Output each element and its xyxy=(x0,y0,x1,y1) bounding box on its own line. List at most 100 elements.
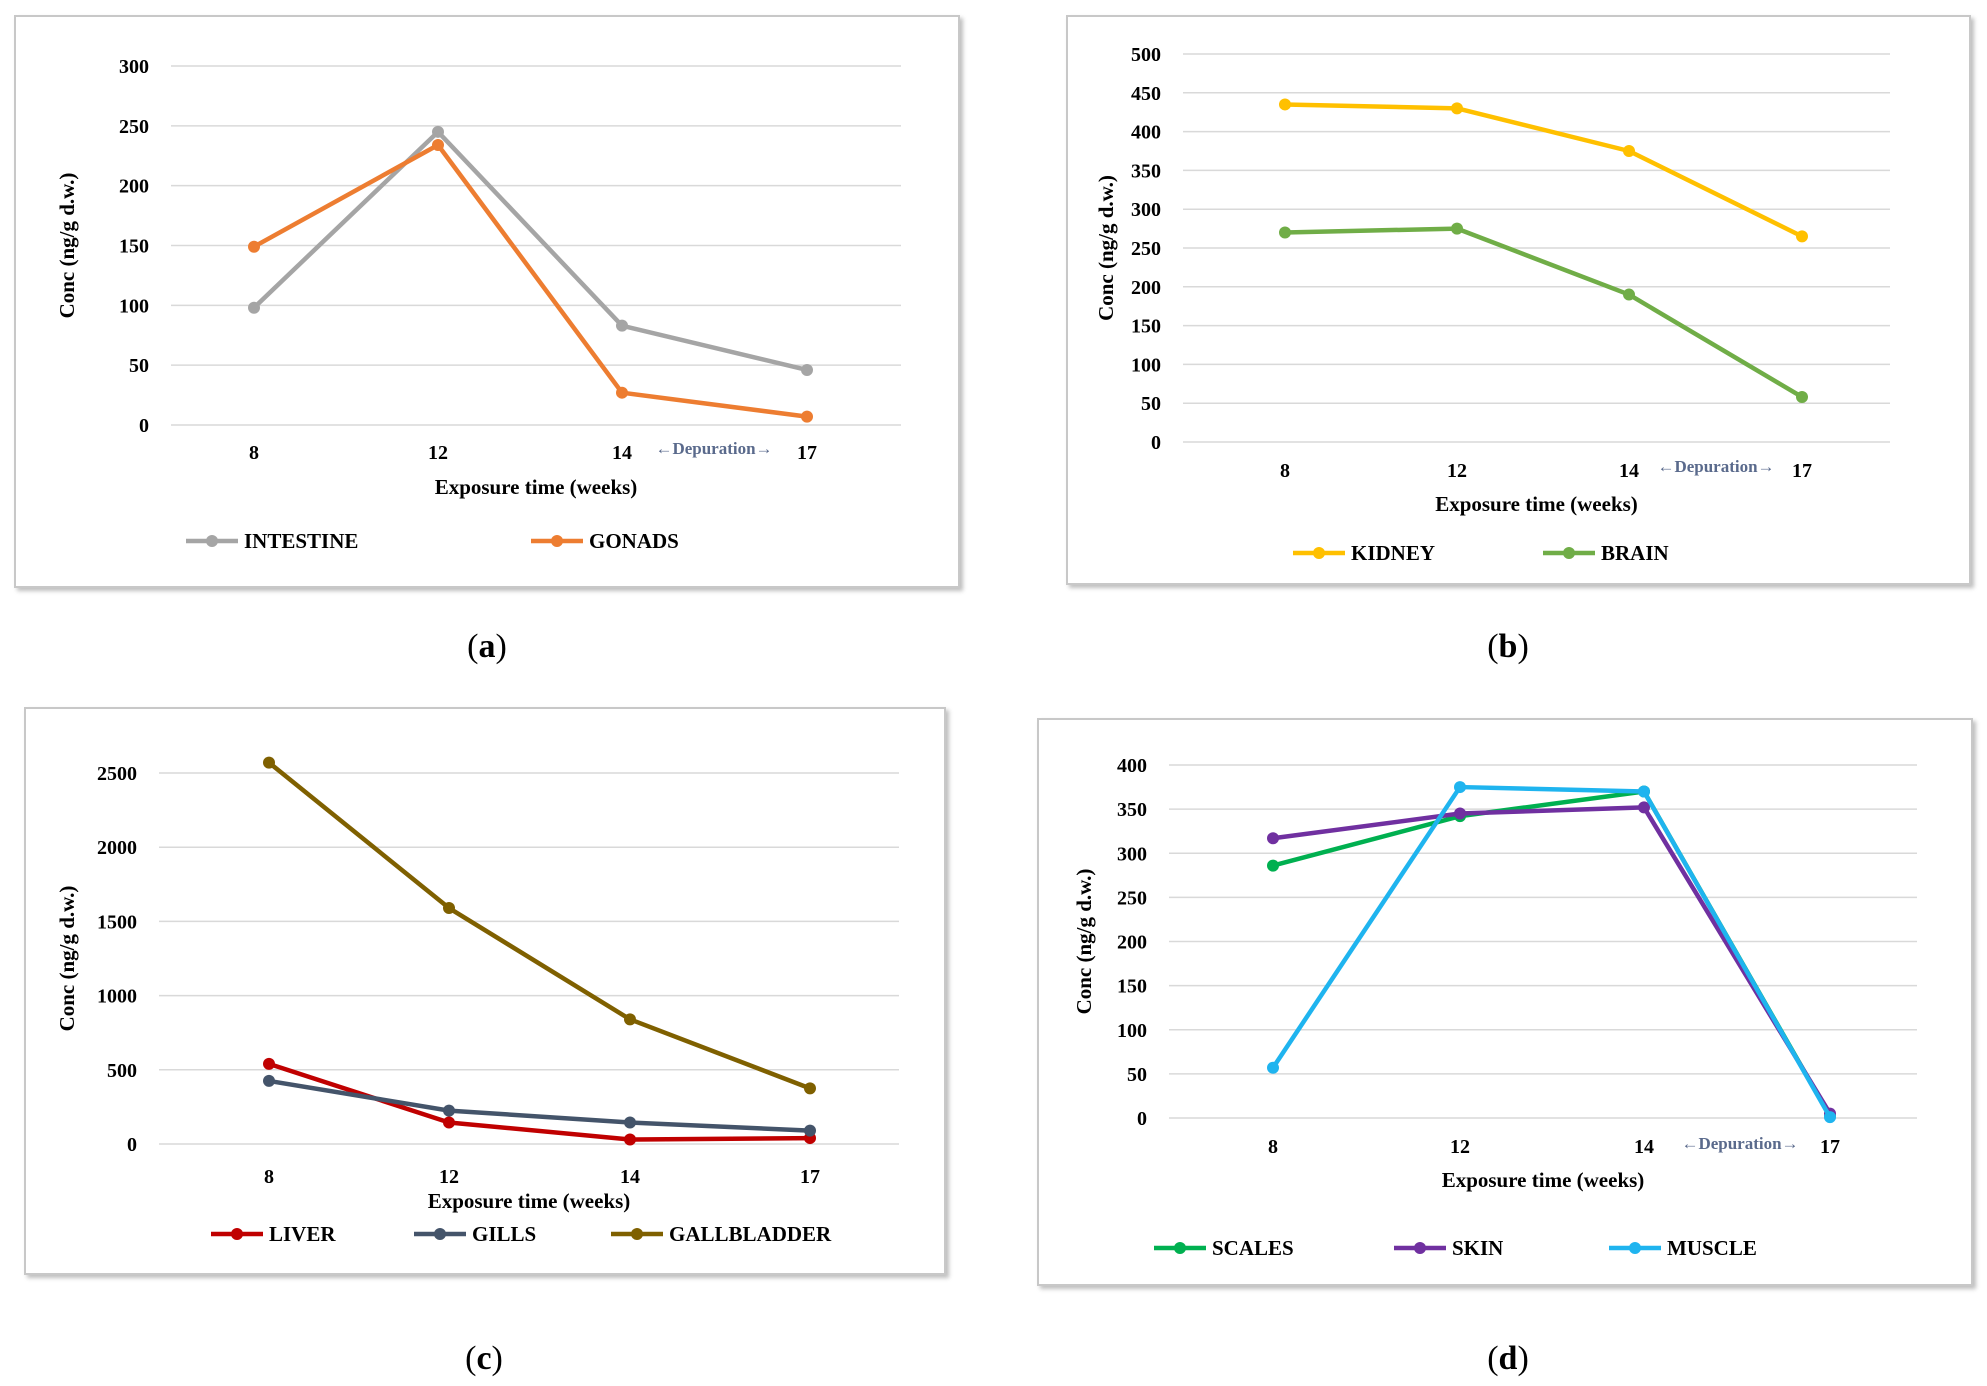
y-tick-label: 450 xyxy=(1131,83,1161,105)
x-tick-label: 14 xyxy=(1619,460,1639,482)
series-line-gills xyxy=(266,1078,813,1133)
chart-panel-a: 0 50 100 150 200 250 300 8 12 14 17 ←Depuration→ Exp… xyxy=(14,15,960,588)
data-point-liver xyxy=(443,1116,455,1129)
x-tick-label: 8 xyxy=(1280,460,1290,482)
chart-b-svg: 0 50 100 150 200 250 300 350 400 450 500 8 12 14 17 ←De… xyxy=(1094,44,1890,565)
legend-label-liver: LIVER xyxy=(269,1222,336,1246)
x-tick-label: 8 xyxy=(249,442,259,464)
y-tick-label: 300 xyxy=(1131,199,1161,221)
depuration-annotation: ←Depuration→ xyxy=(1681,1134,1798,1153)
data-point-skin xyxy=(1267,832,1279,845)
data-point-kidney xyxy=(1279,98,1291,111)
y-tick-label: 150 xyxy=(119,236,149,258)
y-tick-label: 500 xyxy=(107,1060,137,1082)
y-tick-label: 250 xyxy=(1117,887,1147,909)
legend-marker-scales xyxy=(1174,1242,1186,1254)
legend-marker-gills xyxy=(434,1228,446,1240)
data-point-scales xyxy=(1267,859,1279,872)
data-point-brain xyxy=(1279,226,1291,239)
series-line-muscle xyxy=(1270,784,1833,1120)
y-axis-title: Conc (ng/g d.w.) xyxy=(1094,175,1118,321)
y-tick-label: 500 xyxy=(1131,44,1161,66)
legend-marker-intestine xyxy=(206,535,218,547)
x-axis-title: Exposure time (weeks) xyxy=(1442,1168,1645,1192)
data-point-gonads xyxy=(432,138,444,151)
y-tick-label: 100 xyxy=(119,295,149,317)
caption-d: (d) xyxy=(1487,1340,1529,1377)
legend-marker-gonads xyxy=(551,535,563,547)
data-point-muscle xyxy=(1454,781,1466,794)
y-tick-label: 50 xyxy=(129,355,149,377)
legend-marker-gallbladder xyxy=(631,1228,643,1240)
y-tick-label: 350 xyxy=(1117,799,1147,821)
series-line-liver xyxy=(266,1061,813,1142)
chart-panel-d: 0 50 100 150 200 250 300 350 400 8 12 14 17 ←Depurati… xyxy=(1037,718,1973,1286)
legend-label-scales: SCALES xyxy=(1212,1236,1294,1260)
series-line-scales xyxy=(1270,789,1833,1119)
x-tick-label: 12 xyxy=(439,1166,459,1188)
depuration-annotation: ←Depuration→ xyxy=(1657,457,1774,476)
data-point-gallbladder xyxy=(804,1082,816,1095)
legend-label-gills: GILLS xyxy=(472,1222,536,1246)
legend-label-kidney: KIDNEY xyxy=(1351,541,1435,565)
y-tick-label: 300 xyxy=(119,56,149,78)
y-tick-label: 200 xyxy=(119,176,149,198)
y-tick-label: 2000 xyxy=(97,837,137,859)
legend-marker-skin xyxy=(1414,1242,1426,1254)
legend-label-intestine: INTESTINE xyxy=(244,529,358,553)
legend-marker-liver xyxy=(231,1228,243,1240)
data-point-gills xyxy=(624,1116,636,1129)
y-tick-label: 1000 xyxy=(97,986,137,1008)
x-tick-label: 17 xyxy=(1820,1136,1840,1158)
data-point-intestine xyxy=(248,301,260,314)
x-tick-label: 8 xyxy=(1268,1136,1278,1158)
data-point-gallbladder xyxy=(624,1013,636,1026)
x-tick-label: 17 xyxy=(797,442,817,464)
x-tick-label: 14 xyxy=(620,1166,640,1188)
y-tick-label: 200 xyxy=(1131,277,1161,299)
y-tick-label: 200 xyxy=(1117,932,1147,954)
legend-label-gallbladder: GALLBLADDER xyxy=(669,1222,832,1246)
series-line-gonads xyxy=(251,142,810,419)
data-point-intestine xyxy=(432,125,444,138)
y-tick-label: 50 xyxy=(1127,1064,1147,1086)
legend-marker-muscle xyxy=(1629,1242,1641,1254)
data-point-gills xyxy=(263,1074,275,1087)
y-tick-label: 100 xyxy=(1117,1020,1147,1042)
y-tick-label: 300 xyxy=(1117,843,1147,865)
data-point-skin xyxy=(1454,807,1466,820)
y-axis-title: Conc (ng/g d.w.) xyxy=(1072,869,1096,1015)
x-axis-title: Exposure time (weeks) xyxy=(435,475,638,499)
legend-label-gonads: GONADS xyxy=(589,529,679,553)
chart-panel-b: 0 50 100 150 200 250 300 350 400 450 500 8 12 14 17 ←De… xyxy=(1066,15,1971,585)
data-point-brain xyxy=(1623,288,1635,301)
x-tick-label: 12 xyxy=(428,442,448,464)
legend-marker-kidney xyxy=(1313,547,1325,559)
x-tick-label: 12 xyxy=(1447,460,1467,482)
x-axis-title: Exposure time (weeks) xyxy=(428,1189,631,1213)
data-point-muscle xyxy=(1267,1061,1279,1074)
y-tick-label: 150 xyxy=(1117,976,1147,998)
caption-a: (a) xyxy=(467,628,507,665)
data-point-intestine xyxy=(801,363,813,376)
y-tick-label: 0 xyxy=(139,415,149,437)
chart-d-svg: 0 50 100 150 200 250 300 350 400 8 12 14 17 ←Depurati… xyxy=(1072,755,1917,1260)
data-point-gonads xyxy=(616,386,628,399)
data-point-gills xyxy=(804,1124,816,1137)
caption-b: (b) xyxy=(1487,628,1529,665)
series-line-brain xyxy=(1282,226,1805,400)
data-point-gallbladder xyxy=(263,756,275,769)
series-line-gallbladder xyxy=(266,760,813,1091)
data-point-gonads xyxy=(801,410,813,423)
caption-c: (c) xyxy=(465,1340,503,1377)
data-point-gills xyxy=(443,1104,455,1117)
data-point-brain xyxy=(1451,222,1463,235)
chart-c-svg: 0 500 1000 1500 2000 2500 8 12 14 17 Exposure time… xyxy=(55,756,899,1246)
data-point-muscle xyxy=(1638,785,1650,798)
chart-panel-c: 0 500 1000 1500 2000 2500 8 12 14 17 Exposure time… xyxy=(24,707,946,1275)
y-tick-label: 50 xyxy=(1141,393,1161,415)
legend-marker-brain xyxy=(1563,547,1575,559)
y-tick-label: 150 xyxy=(1131,316,1161,338)
depuration-annotation: ←Depuration→ xyxy=(655,439,772,458)
data-point-gallbladder xyxy=(443,902,455,915)
